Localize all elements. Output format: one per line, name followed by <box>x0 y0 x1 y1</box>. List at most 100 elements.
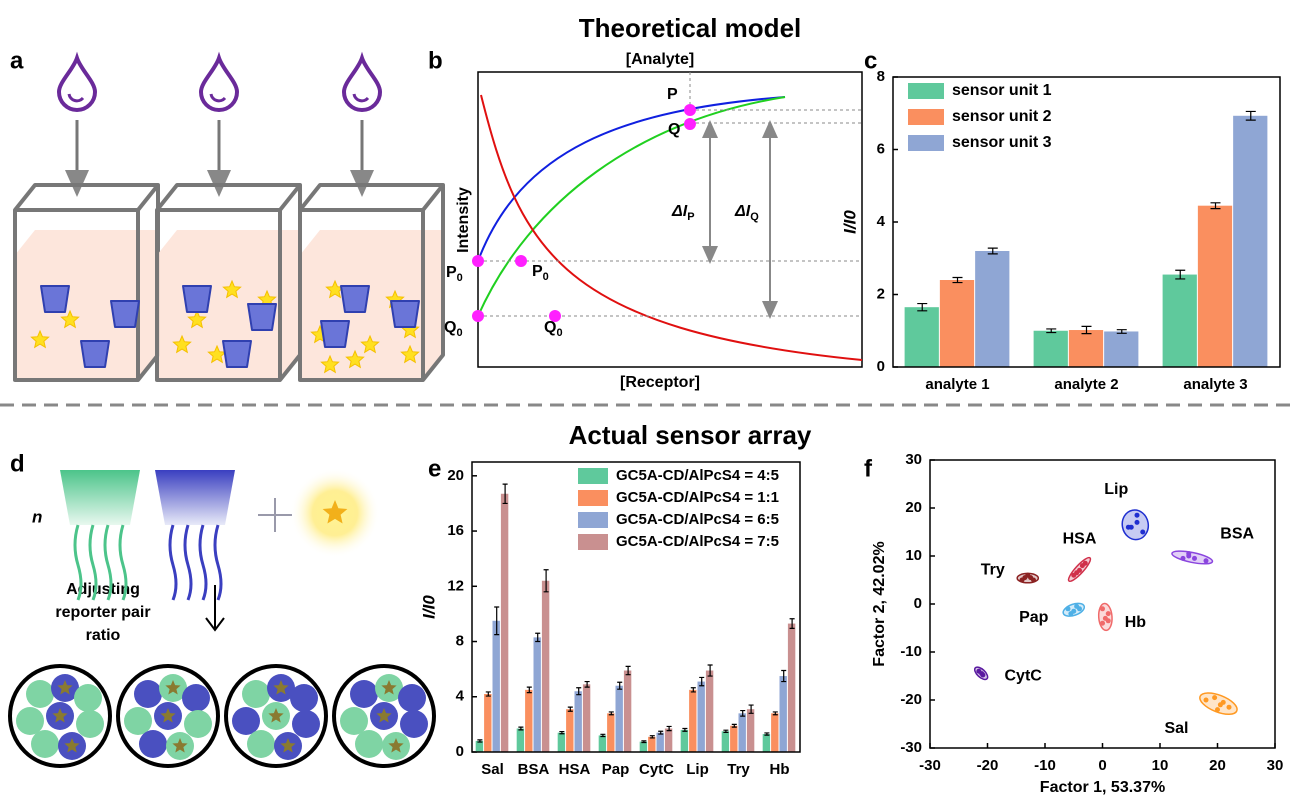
bar <box>730 725 738 752</box>
label-main: Q <box>544 319 556 336</box>
section-title: Theoretical model <box>579 13 802 43</box>
x-tick-label: 20 <box>1209 757 1226 774</box>
caption-line: Adjusting <box>66 581 140 598</box>
cluster-label: BSA <box>1220 526 1254 543</box>
host <box>320 320 350 348</box>
legend-swatch <box>908 135 944 151</box>
error-bar <box>764 732 770 736</box>
cluster-label: Sal <box>1164 720 1188 737</box>
label-main: P <box>446 264 457 281</box>
bar <box>475 740 484 752</box>
error-bar <box>477 739 483 743</box>
x-tick-label: 0 <box>1098 757 1106 774</box>
point-label: Q0 <box>444 319 463 339</box>
point <box>1186 551 1192 557</box>
bar <box>492 620 500 752</box>
plot-frame <box>892 76 1281 368</box>
bar <box>1068 330 1104 367</box>
star <box>400 344 420 364</box>
bar <box>697 681 705 752</box>
point-label: Q <box>668 121 680 138</box>
star <box>207 344 227 364</box>
bar <box>615 685 623 752</box>
bar <box>721 731 730 752</box>
label-sub: P <box>687 211 694 223</box>
error-bar <box>502 483 508 505</box>
panel-a <box>13 51 445 382</box>
legend-label: sensor unit 1 <box>952 82 1052 99</box>
legend-swatch <box>578 490 608 506</box>
label-sub: 0 <box>556 327 562 339</box>
drop <box>198 51 240 112</box>
error-bar <box>526 686 532 694</box>
cluster-label: Pap <box>1019 609 1049 626</box>
point <box>1068 611 1074 617</box>
x-tick-label: Lip <box>686 761 709 778</box>
error-bar <box>567 706 573 712</box>
label-main: Q <box>668 121 680 138</box>
legend-label: GC5A-CD/AlPcS4 = 4:5 <box>616 467 779 484</box>
error-bar <box>608 711 614 716</box>
error-bar <box>699 676 705 687</box>
error-bar <box>1116 329 1127 334</box>
star <box>64 738 80 753</box>
panel-letter: f <box>864 455 873 482</box>
x-tick-label: analyte 2 <box>1054 376 1118 393</box>
bar <box>566 709 574 752</box>
error-bar <box>952 276 963 284</box>
error-bar <box>658 730 664 735</box>
unit <box>340 707 368 735</box>
points <box>472 104 696 322</box>
bar <box>607 713 615 752</box>
point <box>1031 577 1036 583</box>
y-axis-label: I/I0 <box>419 595 438 619</box>
section-title: Actual sensor array <box>569 420 812 450</box>
bar <box>533 637 541 752</box>
error-bar <box>1210 202 1221 210</box>
x-tick-label: -20 <box>977 757 999 774</box>
x-tick-label: BSA <box>518 761 550 778</box>
bar <box>1197 205 1233 367</box>
point <box>980 672 986 678</box>
point <box>1065 606 1071 612</box>
star <box>52 708 68 723</box>
y-tick-label: 12 <box>447 577 464 594</box>
label-sub: 0 <box>456 327 462 339</box>
unit <box>355 730 383 758</box>
bar <box>598 735 607 752</box>
x-tick-label: 30 <box>1267 757 1284 774</box>
point <box>1134 512 1140 518</box>
bar <box>975 251 1010 367</box>
y-tick-label: 8 <box>877 68 885 85</box>
bar <box>738 713 746 752</box>
jelly-leg <box>103 524 113 601</box>
bar <box>656 732 664 752</box>
unit <box>350 680 378 708</box>
point <box>1077 606 1082 612</box>
star <box>320 354 340 374</box>
point <box>1082 560 1088 566</box>
y-tick-label: -10 <box>900 643 922 660</box>
bar <box>664 728 673 752</box>
error-bar <box>1175 269 1186 280</box>
unit <box>247 730 275 758</box>
bar <box>582 684 591 752</box>
point <box>1105 611 1111 617</box>
panel-letter: b <box>428 47 443 74</box>
star <box>57 680 73 695</box>
bar <box>762 734 771 752</box>
error-bar <box>543 569 549 593</box>
x-tick-label: CytC <box>639 761 674 778</box>
cluster-label: Hb <box>1125 614 1147 631</box>
point-label: ΔIP <box>671 203 695 223</box>
error-bar <box>748 704 754 714</box>
plot-frame <box>929 459 1276 749</box>
star <box>30 329 50 349</box>
bar <box>1233 115 1268 367</box>
error-bar <box>1081 325 1092 335</box>
star <box>60 309 80 329</box>
unit <box>292 710 320 738</box>
bar <box>705 670 714 752</box>
jelly-leg <box>118 524 128 601</box>
frame <box>477 71 863 368</box>
